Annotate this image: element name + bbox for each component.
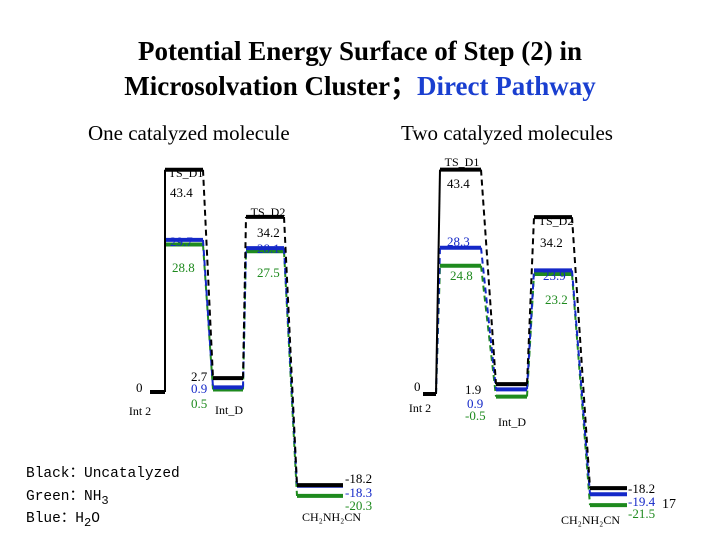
connector-two-catalyzed-black-3 (571, 217, 591, 489)
connector-two-catalyzed-blue-3 (571, 270, 591, 495)
value-label-tsd1-black: 43.4 (447, 176, 470, 191)
stage-label-ts-d2: TS_D2 (251, 205, 286, 219)
connector-two-catalyzed-black-2 (526, 217, 535, 385)
value-label-intd-green: -0.5 (465, 408, 486, 423)
value-label-prod-black: -18.2 (628, 481, 655, 496)
value-label-intd-black: 1.9 (465, 382, 481, 397)
value-label-tsd2-black: 34.2 (257, 225, 280, 240)
title-main: Microsolvation Cluster； (124, 71, 417, 101)
value-label-tsd2-blue: 28.1 (257, 241, 280, 256)
subtitle-two-catalyzed: Two catalyzed molecules (401, 121, 613, 145)
value-label-prod-blue: -19.4 (628, 494, 656, 509)
connector-one-catalyzed-green-1 (202, 244, 214, 390)
connector-one-catalyzed-black-2 (242, 216, 247, 379)
connector-two-catalyzed-blue-1 (480, 247, 497, 390)
connector-two-catalyzed-black-0 (435, 169, 441, 395)
connector-two-catalyzed-green-1 (480, 265, 497, 397)
stage-label-ch2nh2cn: CH₂NH₂CN (302, 510, 361, 524)
value-label-tsd1-blue: 29.7 (170, 234, 193, 249)
stage-label-int-d: Int_D (498, 415, 526, 429)
value-label-prod-black: -18.2 (345, 471, 372, 486)
legend-green: Green：NH3 (26, 484, 109, 508)
value-label-tsd2-green: 23.2 (545, 292, 568, 307)
value-label-tsd1-green: 24.8 (450, 268, 473, 283)
value-label-tsd1-green: 28.8 (172, 260, 195, 275)
legend-blue-suffix: O (91, 511, 100, 527)
value-label-tsd1-blue: 28.3 (447, 234, 470, 249)
page-number: 17 (662, 497, 676, 512)
subtitle-one-catalyzed: One catalyzed molecule (88, 121, 290, 145)
stage-label-ts-d1: TS_D1 (169, 166, 204, 180)
value-label-prod-blue: -18.3 (345, 485, 372, 500)
value-label-intd-green: 0.5 (191, 396, 207, 411)
legend-black: Black：Uncatalyzed (26, 466, 180, 482)
value-label-prod-green: -21.5 (628, 506, 655, 521)
legend-blue-text: Blue：H (26, 511, 85, 527)
slide-title-line1: Potential Energy Surface of Step (2) in (138, 36, 582, 66)
stage-label-int-d: Int_D (215, 403, 243, 417)
legend-green-text: Green：NH (26, 489, 102, 505)
value-label-int2: 0 (414, 379, 421, 394)
stage-label-int-2: Int 2 (129, 404, 151, 418)
title-accent: Direct Pathway (417, 71, 596, 101)
slide-title-line2: Microsolvation Cluster；Direct Pathway (0, 69, 720, 103)
stage-label-ts-d1: TS_D1 (445, 155, 480, 169)
connector-two-catalyzed-black-1 (480, 169, 497, 385)
legend-blue: Blue：H2O (26, 506, 100, 530)
connector-one-catalyzed-black-1 (202, 169, 214, 379)
legend-blue-sub: 2 (84, 515, 92, 530)
value-label-intd-blue: 0.9 (191, 381, 207, 396)
stage-label-int-2: Int 2 (409, 401, 431, 415)
value-label-tsd1-black: 43.4 (170, 185, 193, 200)
connector-two-catalyzed-green-3 (571, 273, 591, 506)
legend-green-sub: 3 (101, 493, 109, 508)
connector-one-catalyzed-black-3 (283, 216, 298, 486)
value-label-int2: 0 (136, 380, 143, 395)
stage-label-ts-d2: TS_D2 (539, 214, 574, 228)
value-label-tsd2-green: 27.5 (257, 265, 280, 280)
value-label-tsd2-black: 34.2 (540, 235, 563, 250)
value-label-intd-blue: 0.9 (467, 396, 483, 411)
value-label-intd-black: 2.7 (191, 369, 208, 384)
stage-label-ch2nh2cn: CH₂NH₂CN (561, 513, 620, 527)
value-label-prod-green: -20.3 (345, 498, 372, 513)
value-label-tsd2-blue: 23.9 (543, 268, 566, 283)
